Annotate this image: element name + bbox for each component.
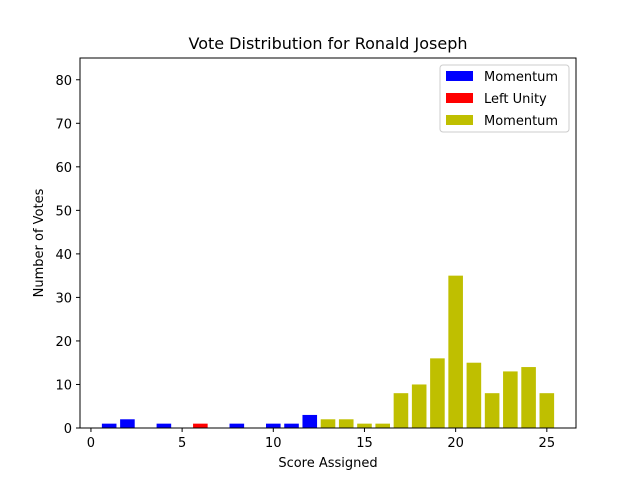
legend-label: Momentum [484, 114, 558, 129]
x-axis-label: Score Assigned [278, 456, 377, 471]
y-axis-ticks: 0 10 20 30 40 50 60 70 80 [55, 74, 80, 437]
bar-series-2-score-19 [430, 358, 445, 428]
plot-frame [79, 57, 577, 429]
y-tick-label: 70 [55, 117, 72, 132]
bar-series-0-score-11 [284, 423, 299, 428]
bar-series-0-score-1 [101, 423, 117, 428]
legend-swatch [446, 115, 473, 125]
bar-series-2-score-25 [539, 393, 555, 428]
bar-series-2-score-15 [357, 423, 372, 428]
legend-swatch [446, 71, 473, 81]
bar-series-0-score-10 [266, 423, 281, 428]
legend-label: Left Unity [484, 92, 547, 107]
legend: Momentum Left Unity Momentum [439, 64, 570, 133]
x-tick-label: 10 [265, 436, 282, 451]
bar-series-2-score-17 [393, 393, 409, 428]
bar-series-0-score-8 [229, 423, 245, 428]
chart-title: Vote Distribution for Ronald Joseph [188, 34, 467, 53]
bar-series-1-score-6 [193, 423, 208, 428]
bar-series-2-score-13 [320, 419, 336, 428]
x-tick-label: 25 [539, 436, 556, 451]
bar-series-0-score-4 [156, 423, 172, 428]
x-axis-ticks: 0 5 10 15 20 25 [87, 428, 555, 451]
y-tick-label: 60 [55, 161, 72, 176]
bar-series-0-score-2 [120, 419, 135, 428]
y-tick-label: 0 [64, 422, 72, 437]
bar-series-2-score-18 [411, 384, 427, 428]
x-tick-label: 20 [447, 436, 464, 451]
bar-series-2-score-24 [521, 367, 536, 428]
bar-series-2-score-21 [466, 362, 482, 428]
x-tick-label: 15 [356, 436, 373, 451]
bars-group [101, 275, 555, 428]
bar-series-2-score-16 [375, 423, 390, 428]
legend-swatch [446, 93, 473, 103]
y-tick-label: 40 [55, 248, 72, 263]
y-tick-label: 50 [55, 204, 72, 219]
x-tick-label: 5 [178, 436, 186, 451]
y-tick-label: 20 [55, 335, 72, 350]
y-tick-label: 30 [55, 291, 72, 306]
x-tick-label: 0 [87, 436, 95, 451]
y-tick-label: 80 [55, 74, 72, 89]
bar-series-0-score-12 [302, 414, 318, 428]
bar-series-2-score-23 [503, 371, 518, 428]
legend-label: Momentum [484, 70, 558, 85]
bar-series-2-score-22 [484, 393, 500, 428]
bar-series-2-score-20 [448, 275, 463, 428]
bar-series-2-score-14 [338, 419, 354, 428]
y-axis-label: Number of Votes [32, 188, 47, 297]
y-tick-label: 10 [55, 378, 72, 393]
